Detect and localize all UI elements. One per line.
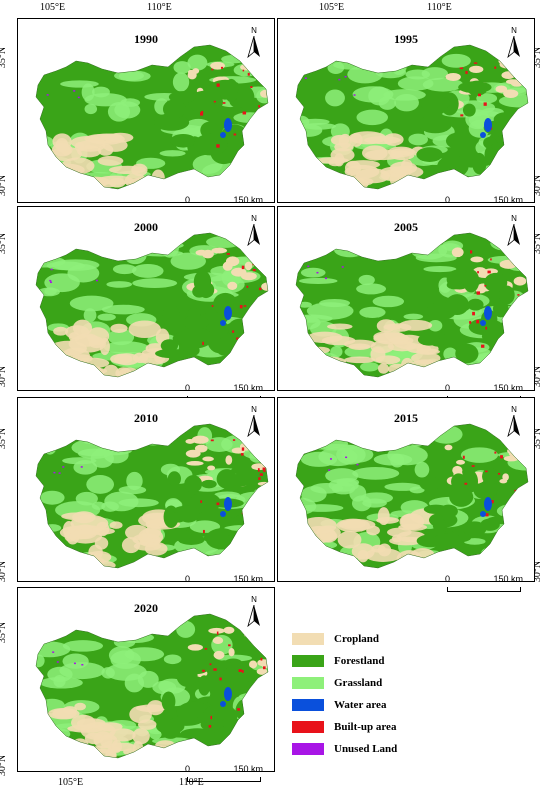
north-letter: N: [251, 26, 257, 35]
north-arrow-icon: N: [504, 214, 524, 248]
scale-start: 0: [185, 764, 191, 774]
lat-label-30-left-4: 30°N: [0, 754, 9, 777]
north-letter: N: [251, 214, 257, 223]
legend-item-grassland: Grassland: [292, 672, 492, 694]
lon-label-110-bottom: 110°E: [179, 777, 204, 788]
lat-label-35-left-1: 35°N: [0, 46, 9, 69]
north-letter: N: [251, 595, 257, 604]
scale-end: 150 km: [233, 383, 263, 393]
scale-end: 150 km: [493, 195, 523, 205]
land-use-map: [35, 613, 269, 759]
land-use-map: [35, 232, 269, 378]
scale-end: 150 km: [493, 383, 523, 393]
lat-label-30-left-3: 30°N: [0, 560, 9, 583]
scale-start: 0: [185, 383, 191, 393]
map-panel-2015: 2015 N 0 150 km: [277, 397, 535, 592]
north-arrow-icon: N: [244, 405, 264, 439]
north-letter: N: [251, 405, 257, 414]
scale-end: 150 km: [493, 574, 523, 584]
north-arrow-icon: N: [244, 26, 264, 60]
legend-label: Grassland: [334, 677, 383, 689]
scale-bar: 0 150 km: [185, 764, 263, 786]
legend-label: Built-up area: [334, 721, 397, 733]
legend-item-cropland: Cropland: [292, 628, 492, 650]
legend-item-unused-land: Unused Land: [292, 738, 492, 760]
north-letter: N: [511, 214, 517, 223]
map-panel-2020: 2020 N 0 150 km: [17, 587, 275, 782]
map-panel-1990: 1990 N 0 150 km: [17, 18, 275, 213]
legend-label: Forestland: [334, 655, 385, 667]
panel-year: 2000: [134, 220, 158, 234]
north-arrow-icon: N: [244, 595, 264, 629]
north-arrow-icon: N: [504, 405, 524, 439]
scale-end: 150 km: [233, 574, 263, 584]
scale-bar: 0 150 km: [445, 574, 523, 596]
legend-label: Cropland: [334, 633, 380, 645]
scale-start: 0: [445, 383, 451, 393]
legend-swatch: [292, 677, 324, 689]
lat-label-35-left-2: 35°N: [0, 232, 9, 255]
land-use-map: [35, 423, 269, 569]
scale-start: 0: [445, 574, 451, 584]
legend-swatch: [292, 743, 324, 755]
lat-label-35-left-3: 35°N: [0, 427, 9, 450]
land-use-map: [295, 423, 529, 569]
lon-label-105-top-right: 105°E: [319, 2, 345, 13]
legend-swatch: [292, 633, 324, 645]
north-letter: N: [511, 26, 517, 35]
panel-year: 2015: [394, 411, 418, 425]
legend-swatch: [292, 721, 324, 733]
legend-item-forestland: Forestland: [292, 650, 492, 672]
panel-year: 1995: [394, 32, 418, 46]
panel-year: 2020: [134, 601, 158, 615]
legend: Cropland Forestland Grassland Water area…: [292, 628, 492, 760]
lon-label-110-top: 110°E: [147, 2, 172, 13]
legend-swatch: [292, 655, 324, 667]
panel-year: 1990: [134, 32, 158, 46]
land-use-map: [295, 232, 529, 378]
land-use-map: [295, 44, 529, 190]
panel-year: 2010: [134, 411, 158, 425]
lat-label-35-left-4: 35°N: [0, 621, 9, 644]
map-panel-2010: 2010 N 0 150 km: [17, 397, 275, 592]
panel-year: 2005: [394, 220, 418, 234]
lon-label-110-top-right: 110°E: [427, 2, 452, 13]
scale-end: 150 km: [233, 195, 263, 205]
legend-swatch: [292, 699, 324, 711]
lon-label-105-bottom: 105°E: [58, 777, 84, 788]
scale-end: 150 km: [233, 764, 263, 774]
legend-label: Water area: [334, 699, 387, 711]
legend-label: Unused Land: [334, 743, 398, 755]
map-panel-2000: 2000 N 0 150 km: [17, 206, 275, 401]
lon-label-105-top: 105°E: [40, 2, 66, 13]
scale-start: 0: [185, 574, 191, 584]
map-panel-2005: 2005 N 0 150 km: [277, 206, 535, 401]
lat-label-30-left-2: 30°N: [0, 365, 9, 388]
legend-item-built-up-area: Built-up area: [292, 716, 492, 738]
land-use-map: [35, 44, 269, 190]
scale-start: 0: [185, 195, 191, 205]
legend-item-water-area: Water area: [292, 694, 492, 716]
lat-label-30-left-1: 30°N: [0, 174, 9, 197]
north-arrow-icon: N: [504, 26, 524, 60]
north-arrow-icon: N: [244, 214, 264, 248]
north-letter: N: [511, 405, 517, 414]
scale-start: 0: [445, 195, 451, 205]
map-panel-1995: 1995 N 0 150 km: [277, 18, 535, 213]
